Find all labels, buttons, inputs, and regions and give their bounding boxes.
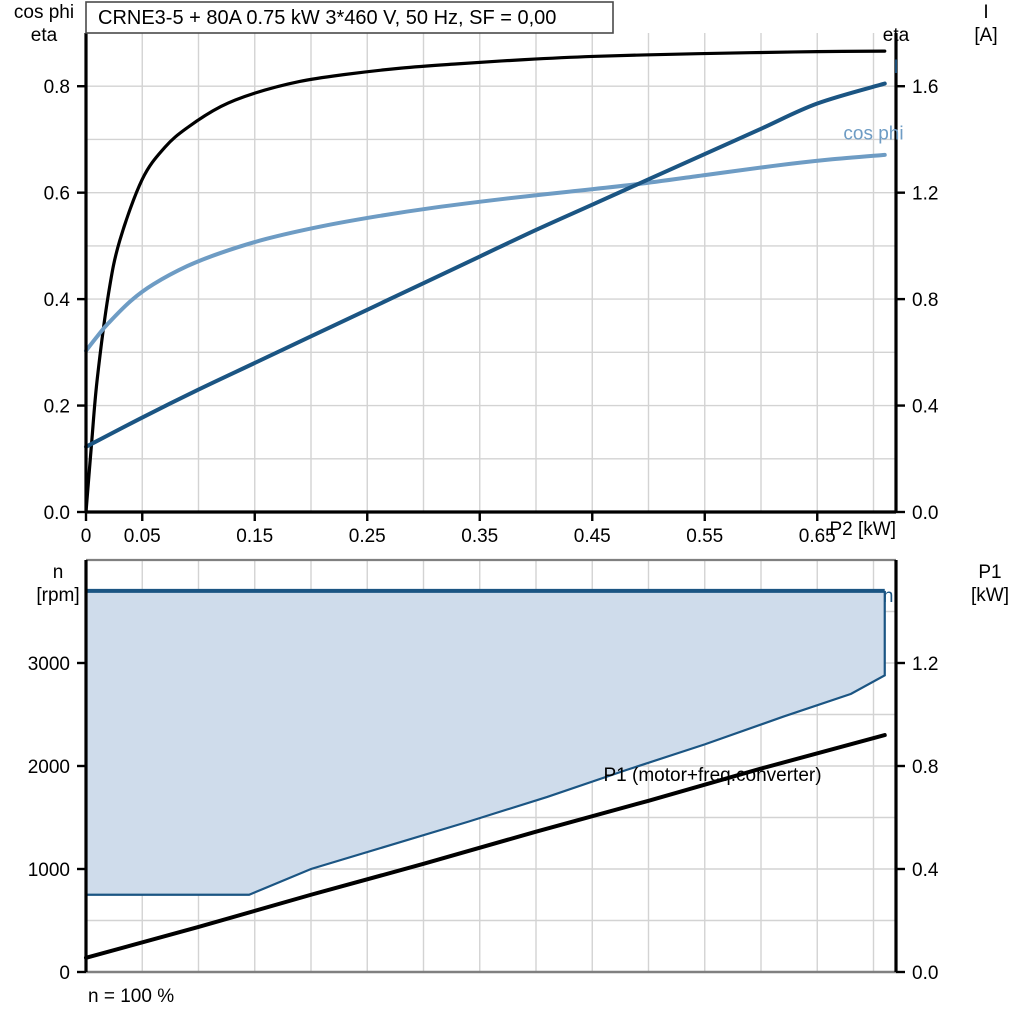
speed-range-fill [86, 590, 885, 895]
upper-right-ytick-label: 0.0 [912, 503, 938, 524]
lower-right-ytick-label: 0.0 [912, 963, 938, 984]
lower-right-ytick-label: 0.4 [912, 860, 939, 881]
lower-label-p1--motor-freq-converter-: P1 (motor+freq.converter) [604, 765, 822, 786]
upper-right-ytick-label: 0.8 [912, 290, 938, 311]
upper-label-cos-phi: cos phi [843, 123, 903, 144]
upper-chart: 0 0.05 0.15 0.25 0.35 0.45 0.55 0.65 0.0 0.2 0.4 0.… [14, 1, 998, 547]
upper-gridlines [86, 33, 896, 512]
lower-curve-labels: n P1 (motor+freq.converter) [604, 586, 894, 786]
upper-right-axis-label-line1: I [983, 2, 988, 23]
lower-right-axis-label-line2: [kW] [971, 585, 1009, 606]
upper-plot-background [86, 33, 896, 512]
upper-right-ytick-label: 1.6 [912, 77, 938, 98]
upper-left-axis-label-line1: cos phi [14, 2, 74, 23]
lower-left-ytick-label: 0 [59, 963, 70, 984]
lower-left-ytick-label: 3000 [28, 654, 70, 675]
upper-ticks [77, 85, 905, 521]
lower-tick-labels: 0 1000 2000 3000 0.0 0.4 0.8 1.2 [28, 654, 939, 984]
upper-xtick-label: 0 [81, 526, 92, 547]
upper-xtick-label: 0.25 [349, 526, 386, 547]
chart-caption: n = 100 % [88, 986, 174, 1007]
upper-left-ytick-label: 0.0 [44, 503, 70, 524]
upper-right-ytick-label: 1.2 [912, 184, 938, 205]
upper-right-axis-label-line2: [A] [974, 25, 997, 46]
curve-current [84, 81, 887, 449]
lower-label-n: n [883, 586, 894, 607]
upper-left-ytick-label: 0.2 [44, 397, 70, 418]
upper-xtick-label: 0.15 [236, 526, 273, 547]
lower-right-ytick-label: 1.2 [912, 654, 938, 675]
upper-tick-labels: 0 0.05 0.15 0.25 0.35 0.45 0.55 0.65 0.0 0.2 0.4 0.… [44, 77, 939, 547]
lower-left-axis-label-line2: [rpm] [36, 585, 79, 606]
upper-xtick-label: 0.35 [461, 526, 498, 547]
upper-xtick-label: 0.65 [799, 526, 836, 547]
upper-label-eta: eta [883, 25, 910, 46]
curve-p1-motor-freq-converter [84, 733, 887, 960]
upper-curves [84, 49, 887, 514]
curve-cos_phi [84, 152, 887, 353]
upper-xtick-label: 0.55 [686, 526, 723, 547]
upper-right-ytick-label: 0.4 [912, 397, 939, 418]
title-box [85, 1, 614, 34]
upper-xtick-label: 0.45 [574, 526, 611, 547]
curve-eta [84, 49, 887, 514]
upper-left-axis-label-line2: eta [31, 25, 58, 46]
lower-left-ytick-label: 2000 [28, 757, 70, 778]
lower-ticks [77, 661, 905, 974]
lower-right-ytick-label: 0.8 [912, 757, 938, 778]
upper-left-ytick-label: 0.4 [44, 290, 71, 311]
lower-right-axis-label-line1: P1 [978, 562, 1001, 583]
speed-range-band [86, 590, 885, 895]
upper-left-ytick-label: 0.6 [44, 184, 70, 205]
lower-chart: 0 1000 2000 3000 0.0 0.4 0.8 1.2 n P1 (motor+fre… [28, 558, 1009, 1007]
chart-title: CRNE3-5 + 80A 0.75 kW 3*460 V, 50 Hz, SF… [98, 7, 556, 29]
curve-n_band_lower [86, 590, 886, 896]
lower-left-ytick-label: 1000 [28, 860, 70, 881]
upper-label-i: I [893, 57, 898, 78]
lower-left-axis-label-line1: n [53, 562, 64, 583]
upper-left-ytick-label: 0.8 [44, 77, 70, 98]
lower-curves [84, 588, 887, 960]
upper-xtick-label: 0.05 [124, 526, 161, 547]
upper-x-axis-label: P2 [kW] [829, 519, 896, 540]
